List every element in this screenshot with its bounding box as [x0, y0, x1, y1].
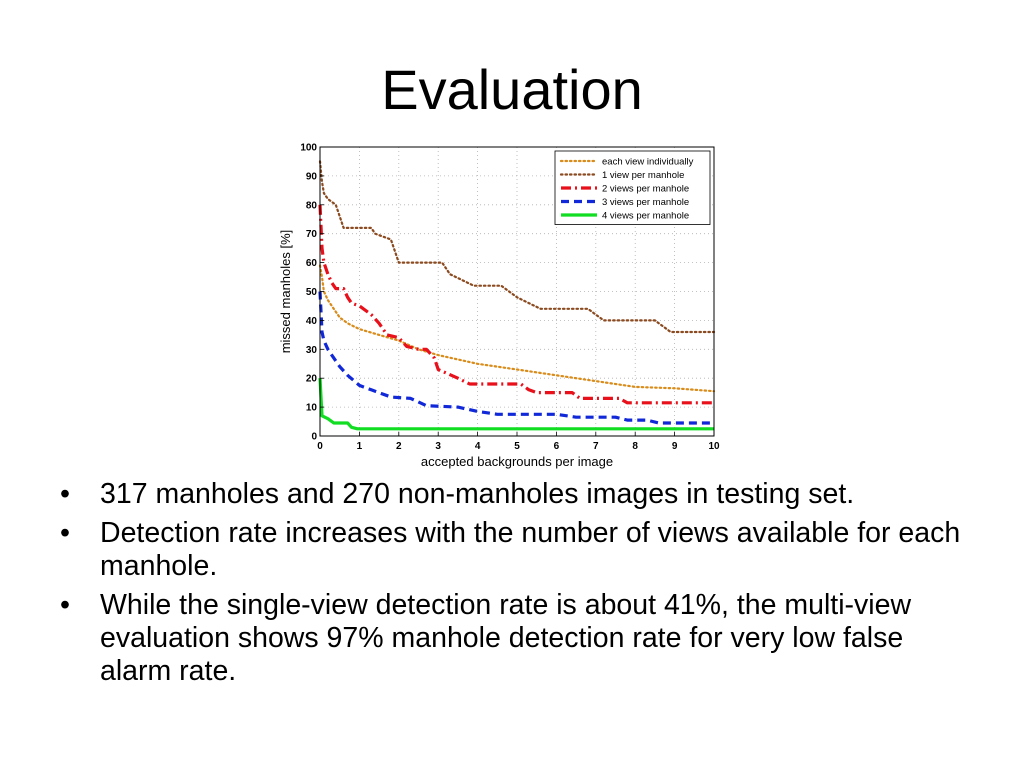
x-tick-label: 7 [593, 441, 599, 452]
y-tick-label: 20 [306, 374, 318, 385]
bullet-item: Detection rate increases with the number… [60, 517, 980, 583]
legend-label-4: 3 views per manhole [602, 197, 689, 208]
series-line-3 [318, 204, 714, 405]
y-tick-label: 70 [306, 229, 318, 240]
y-tick-label: 30 [306, 345, 318, 356]
y-tick-label: 50 [306, 287, 318, 298]
line-chart: 0 1 2 3 4 5 6 7 8 9 100102030405060708090100accept… [278, 143, 720, 470]
x-tick-label: 9 [672, 441, 678, 452]
y-axis-label: missed manholes [%] [278, 230, 293, 354]
x-tick-label: 4 [475, 441, 481, 452]
x-axis-label: accepted backgrounds per image [421, 454, 613, 469]
legend-label-2: 1 view per manhole [602, 170, 684, 181]
y-tick-label: 60 [306, 258, 318, 269]
series-line-4 [318, 291, 714, 425]
y-tick-label: 10 [306, 403, 318, 414]
y-tick-label: 100 [300, 143, 317, 154]
x-tick-label: 10 [708, 441, 720, 452]
x-tick-label: 2 [396, 441, 402, 452]
y-tick-label: 0 [311, 432, 317, 443]
series-line-1 [318, 264, 716, 393]
bullet-item: While the single-view detection rate is … [60, 589, 980, 688]
x-tick-label: 0 [317, 441, 323, 452]
x-tick-label: 6 [554, 441, 560, 452]
bullet-list: 317 manholes and 270 non-manholes images… [60, 478, 980, 694]
slide-title: Evaluation [381, 58, 643, 121]
x-tick-label: 5 [514, 441, 520, 452]
legend-label-3: 2 views per manhole [602, 184, 689, 195]
legend-label-1: each view individually [602, 157, 694, 168]
chart: 0 1 2 3 4 5 6 7 8 9 10 0 10 20 30 40 50 60 70 80 90 100 accept… [270, 135, 730, 475]
series-line-5 [318, 378, 714, 431]
x-tick-label: 1 [357, 441, 363, 452]
bullet-item: 317 manholes and 270 non-manholes images… [60, 478, 980, 511]
legend-label-5: 4 views per manhole [602, 211, 689, 222]
y-tick-label: 80 [306, 200, 318, 211]
x-tick-label: 8 [632, 441, 638, 452]
y-tick-label: 90 [306, 171, 318, 182]
x-tick-label: 3 [435, 441, 441, 452]
series-line-2 [318, 160, 716, 334]
y-tick-label: 40 [306, 316, 318, 327]
legend-box [554, 150, 711, 225]
